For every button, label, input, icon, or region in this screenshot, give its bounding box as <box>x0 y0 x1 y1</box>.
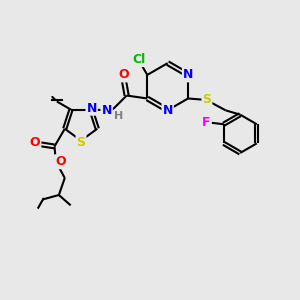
Text: N: N <box>163 104 173 117</box>
Text: S: S <box>202 93 211 106</box>
Text: O: O <box>118 68 129 81</box>
Text: H: H <box>114 110 123 121</box>
Text: O: O <box>30 136 40 149</box>
Text: F: F <box>202 116 211 129</box>
Text: N: N <box>86 102 97 115</box>
Text: N: N <box>101 104 112 117</box>
Text: Cl: Cl <box>132 53 146 66</box>
Text: O: O <box>55 155 66 168</box>
Text: S: S <box>76 136 85 148</box>
Text: N: N <box>183 68 193 81</box>
